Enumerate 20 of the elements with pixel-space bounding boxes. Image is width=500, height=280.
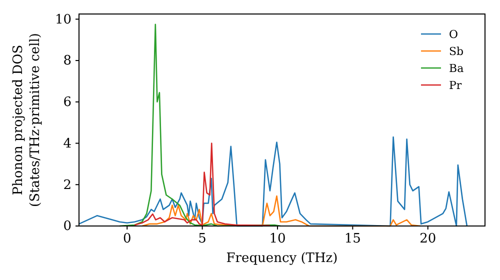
x-tick-label: 20 <box>420 232 436 247</box>
y-tick-label: 6 <box>63 95 72 110</box>
x-tick-label: 10 <box>269 232 286 247</box>
y-axis-title: Phonon projected DOS (States/THz·primitive cell) <box>11 32 43 208</box>
legend-label: Pr <box>449 79 462 92</box>
line-series <box>134 142 271 226</box>
x-tick-label: 0 <box>122 232 132 247</box>
y-tick-label: 0 <box>63 219 72 234</box>
y-tick-label: 8 <box>63 54 72 69</box>
x-tick-label: 5 <box>198 232 206 247</box>
x-axis-title: Frequency (THz) <box>226 251 338 266</box>
legend-label: Ba <box>449 62 464 75</box>
legend-label: Sb <box>449 45 464 58</box>
x-tick-label: 15 <box>344 232 361 247</box>
line-series <box>118 24 282 227</box>
legend-label: O <box>449 28 458 41</box>
y-tick-label: 4 <box>63 136 72 152</box>
y-tick-label: 10 <box>54 12 72 28</box>
y-tick-label: 2 <box>63 178 72 193</box>
line-series <box>78 136 468 227</box>
